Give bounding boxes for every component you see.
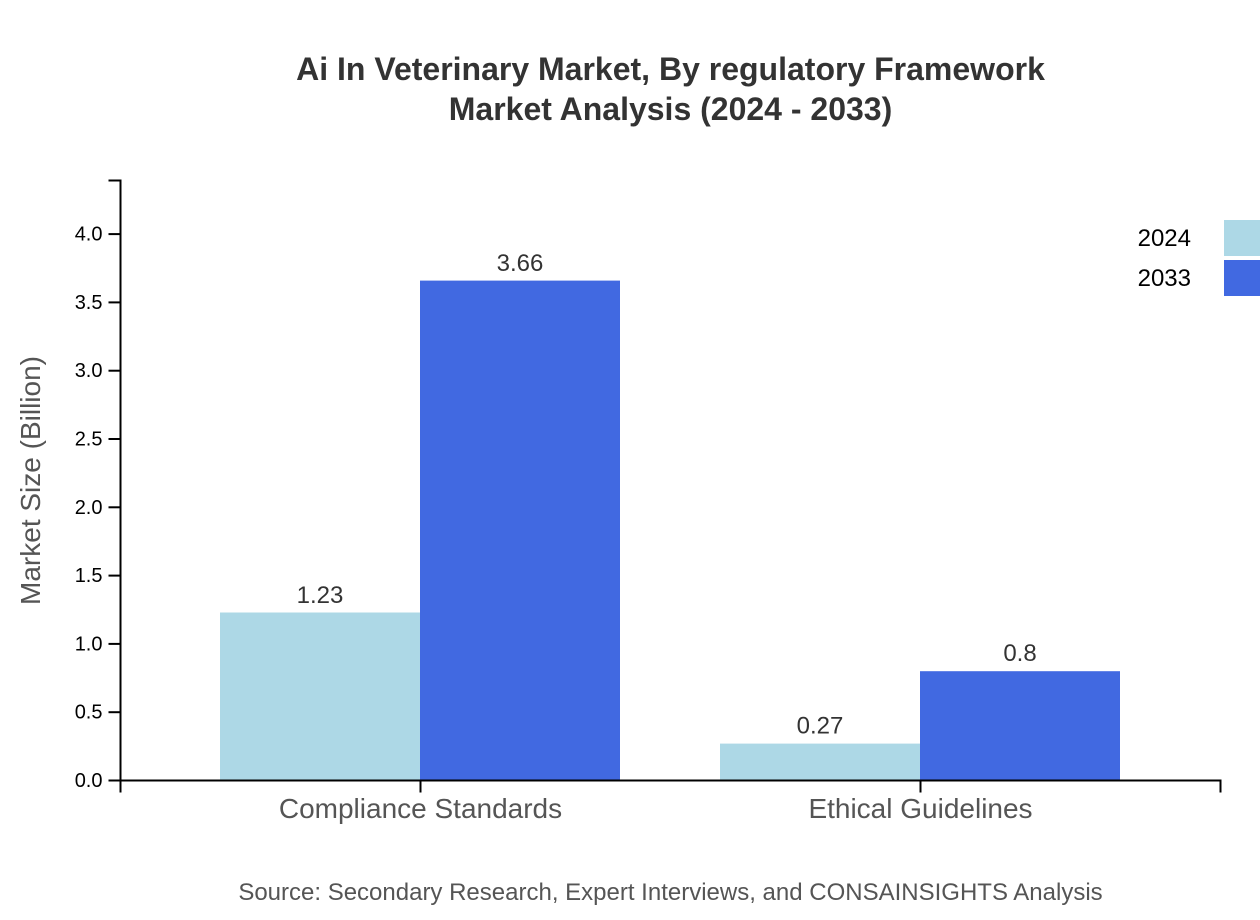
svg-text:1.0: 1.0 (75, 633, 103, 655)
svg-text:1.5: 1.5 (75, 565, 103, 587)
svg-text:1.23: 1.23 (297, 582, 344, 609)
svg-text:3.5: 3.5 (75, 292, 103, 314)
svg-text:0.5: 0.5 (75, 702, 103, 724)
svg-text:Market Size (Billion): Market Size (Billion) (15, 356, 46, 605)
svg-text:3.66: 3.66 (497, 250, 544, 277)
svg-text:0.8: 0.8 (1003, 640, 1036, 667)
svg-text:0.27: 0.27 (797, 713, 844, 740)
svg-text:Ai In Veterinary Market, By re: Ai In Veterinary Market, By regulatory F… (296, 51, 1045, 87)
svg-text:Compliance Standards: Compliance Standards (279, 793, 562, 824)
svg-text:2033: 2033 (1138, 265, 1191, 292)
svg-text:2024: 2024 (1138, 225, 1191, 252)
svg-text:2.5: 2.5 (75, 429, 103, 451)
svg-text:2.0: 2.0 (75, 497, 103, 519)
svg-text:4.0: 4.0 (75, 224, 103, 246)
svg-text:3.0: 3.0 (75, 360, 103, 382)
svg-text:0.0: 0.0 (75, 770, 103, 792)
svg-text:Market Analysis (2024 - 2033): Market Analysis (2024 - 2033) (449, 91, 893, 127)
svg-text:Source: Secondary Research, Ex: Source: Secondary Research, Expert Inter… (238, 879, 1102, 906)
svg-text:Ethical Guidelines: Ethical Guidelines (808, 793, 1032, 824)
